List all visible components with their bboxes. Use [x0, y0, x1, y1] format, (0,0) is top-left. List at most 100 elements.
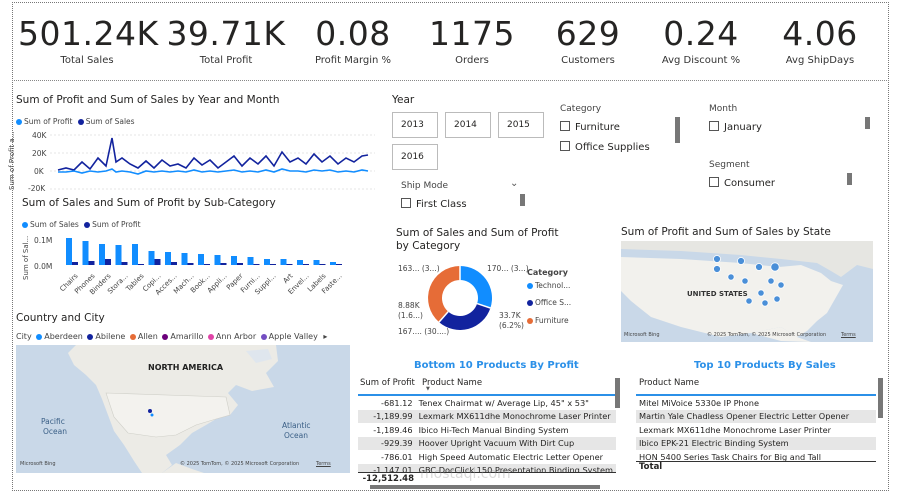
product-cell: Hoover Upright Vacuum With Dirt Cup [415, 436, 616, 450]
donut-label-top-right: 170... (3...) [487, 264, 529, 273]
city-map-ocean-left-1: Pacific [41, 417, 65, 426]
table-row[interactable]: -1,189.99 Lexmark MX611dhe Monochrome Las… [358, 409, 616, 423]
donut-legend-furniture[interactable]: Furniture [527, 316, 569, 325]
profit-line [58, 168, 369, 175]
profit-bar [319, 264, 326, 265]
table-row[interactable]: Mitel MiVoice 5330e IP Phone [636, 396, 876, 410]
table-row[interactable]: -786.01 High Speed Automatic Electric Let… [358, 450, 616, 464]
sort-desc-icon[interactable]: ▼ [426, 386, 430, 392]
shipmode-first-class-checkbox[interactable]: First Class [401, 198, 467, 210]
donut-label-top-left: 163... (3...) [398, 264, 440, 273]
table-row[interactable]: -1,189.46 Ibico Hi-Tech Manual Binding Sy… [358, 423, 616, 437]
state-map-terms-link[interactable]: Terms [841, 332, 856, 338]
table-row[interactable]: Lexmark MX611dhe Monochrome Laser Printe… [636, 423, 876, 437]
city-legend-label: City [16, 332, 32, 341]
bar-chart-plot[interactable] [60, 232, 360, 272]
sales-bar [82, 241, 89, 265]
city-map-svg [68, 345, 278, 473]
legend-profit-dot [16, 119, 22, 125]
sales-line [57, 137, 369, 171]
sales-bar [297, 260, 303, 265]
donut-chart[interactable] [424, 262, 496, 334]
product-cell: Martin Yale Chadless Opener Electric Let… [636, 409, 876, 423]
top-col-product-header[interactable]: Product Name [639, 378, 700, 388]
profit-cell: -681.12 [381, 397, 413, 408]
legend-sales-label: Sum of Sales [85, 117, 135, 126]
bottom-col-profit-header[interactable]: Sum of Profit [360, 378, 415, 388]
line-chart-legend: Sum of Profit Sum of Sales [16, 117, 135, 126]
legend-furniture-label: Furniture [535, 316, 569, 325]
kpi-orders: 1175 Orders [429, 14, 515, 66]
segment-consumer-checkbox[interactable]: Consumer [709, 177, 775, 189]
donut-legend-office-supplies[interactable]: Office S... [527, 298, 571, 307]
year-slicer-title: Year [392, 94, 415, 106]
line-ytick-0k: 0K [34, 167, 44, 176]
state-marker [777, 281, 785, 289]
sales-bar [115, 245, 122, 265]
profit-bar [105, 259, 111, 265]
legend-next-icon[interactable]: ▸ [323, 332, 328, 341]
bar-ytick-0-1m: 0.1M [34, 236, 53, 245]
bar-ytick-0-0m: 0.0M [34, 262, 53, 271]
city-map-ocean-right-1: Atlantic [282, 421, 311, 430]
month-scrollbar[interactable] [865, 117, 870, 129]
donut-legend-technology[interactable]: Technol... [527, 281, 570, 290]
profit-cell: -929.39 [358, 436, 416, 450]
donut-title-line1: Sum of Sales and Sum of Profit [396, 227, 559, 239]
legend-allen-label: Allen [137, 332, 158, 341]
sales-bar [132, 244, 138, 265]
legend-sales-dot [77, 119, 84, 125]
segment-scrollbar[interactable] [847, 173, 852, 185]
category-scrollbar[interactable] [675, 117, 680, 143]
profit-bar [303, 264, 309, 265]
profit-bar [171, 262, 177, 265]
sales-bar [231, 256, 237, 265]
donut-label-mid-left-2: (1.6...) [398, 311, 423, 320]
city-map-terms-link[interactable]: Terms [316, 461, 331, 467]
city-map-legend: City Aberdeen Abilene Allen Amarillo Ann… [16, 332, 327, 341]
year-2016-button[interactable]: 2016 [392, 144, 438, 170]
line-chart-plot[interactable] [50, 128, 375, 192]
legend-apple-valley-label: Apple Valley [268, 332, 318, 341]
bottom-table-body: -681.12 Tenex Chairmat w/ Average Lip, 45… [358, 396, 616, 472]
top-table-scrollbar[interactable] [878, 378, 883, 418]
city-map[interactable]: NORTH AMERICA Pacific Ocean Atlantic Oce… [16, 345, 350, 473]
year-2014-button[interactable]: 2014 [445, 112, 491, 138]
state-marker [773, 295, 781, 303]
state-map-svg [621, 241, 873, 342]
shipmode-chevron-down-icon[interactable]: ⌄ [510, 178, 519, 189]
bottom-hscrollbar[interactable] [370, 485, 600, 489]
state-map-brand: Microsoft Bing [624, 332, 660, 338]
table-row[interactable]: -681.12 Tenex Chairmat w/ Average Lip, 45… [358, 396, 616, 410]
bottom-col-product-header[interactable]: Product Name [422, 378, 483, 388]
category-furniture-checkbox[interactable]: Furniture [560, 121, 620, 133]
state-marker [770, 262, 780, 272]
profit-bar [204, 264, 210, 265]
year-2013-button[interactable]: 2013 [392, 112, 438, 138]
shipmode-scrollbar[interactable] [520, 194, 525, 206]
table-row[interactable]: -1,147.01 GBC DocClick 150 Presentation B… [358, 463, 616, 472]
category-office-supplies-checkbox[interactable]: Office Supplies [560, 141, 650, 153]
bottom-table-scrollbar[interactable] [615, 378, 620, 408]
table-row[interactable]: -929.39 Hoover Upright Vacuum With Dirt C… [358, 436, 616, 450]
kpi-total-profit: 39.71K Total Profit [166, 14, 286, 66]
donut-label-mid-right-1: 33.7K [499, 311, 521, 320]
table-row[interactable]: Ibico EPK-21 Electric Binding System [636, 436, 876, 450]
line-ytick-neg20k: -20K [28, 184, 46, 193]
bottom-header-underline [358, 394, 616, 396]
city-map-copyright: © 2025 TomTom, © 2025 Microsoft Corporat… [180, 461, 300, 467]
profit-cell: -786.01 [381, 451, 413, 462]
city-marker [150, 413, 154, 417]
state-map[interactable]: UNITED STATES Microsoft Bing © 2025 TomT… [621, 241, 873, 342]
legend-profit-dot [84, 222, 91, 228]
legend-amarillo-dot [162, 333, 169, 340]
profit-bar [270, 264, 276, 265]
legend-apple-valley-dot [260, 333, 267, 340]
year-2015-button[interactable]: 2015 [498, 112, 544, 138]
top-table-title: Top 10 Products By Sales [694, 360, 836, 371]
profit-cell: -1,189.99 [358, 409, 416, 423]
state-marker [757, 289, 765, 297]
table-row[interactable]: Martin Yale Chadless Opener Electric Let… [636, 409, 876, 423]
table-row[interactable]: HON 5400 Series Task Chairs for Big and … [636, 450, 876, 462]
month-january-checkbox[interactable]: January [709, 121, 762, 133]
